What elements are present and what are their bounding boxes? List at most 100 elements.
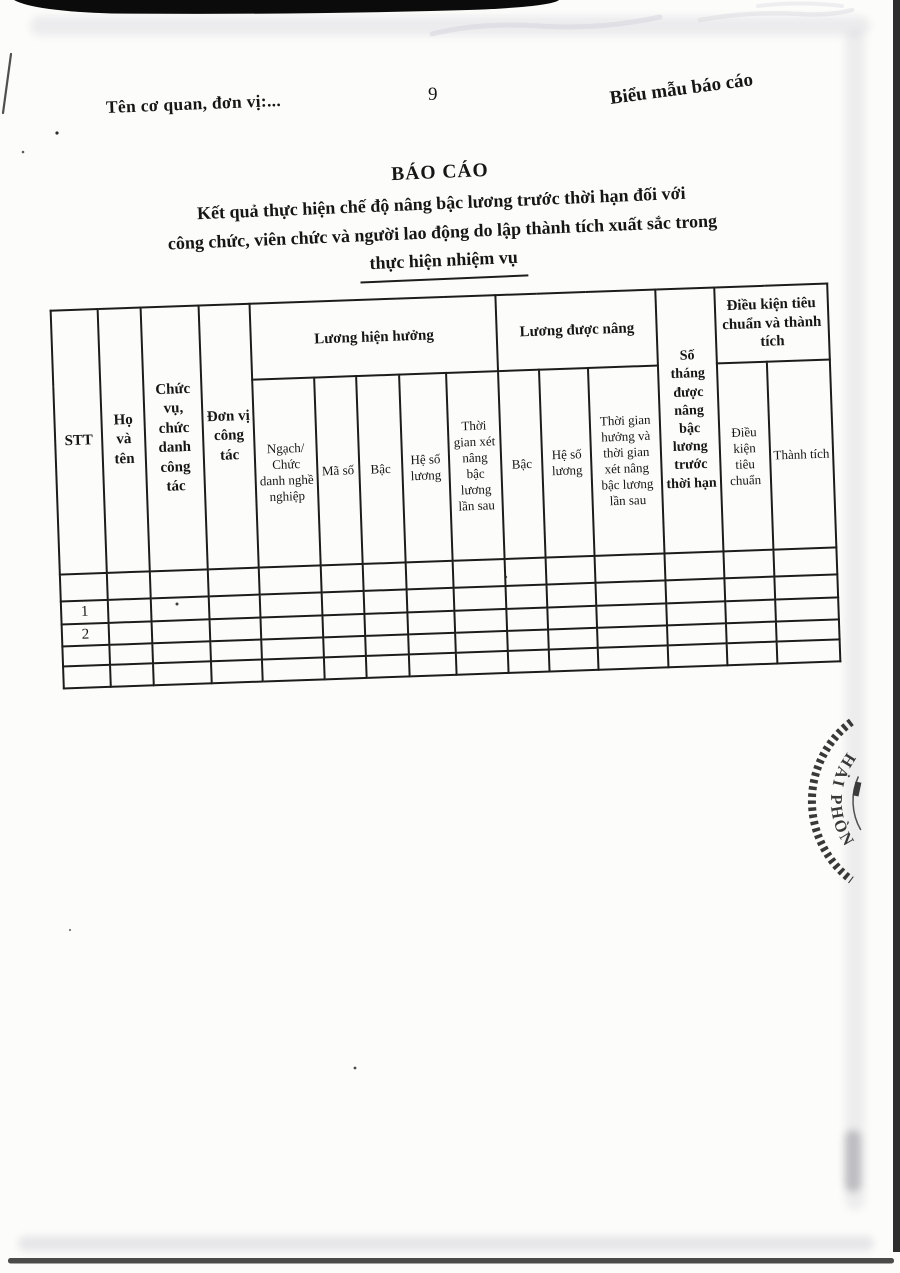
scanner-edge-top	[14, 0, 559, 14]
cell	[110, 663, 154, 687]
cell	[107, 598, 152, 623]
report-subtitle-underlined: thực hiện nhiệm vụ	[358, 242, 529, 283]
cell	[546, 582, 597, 608]
cell	[363, 589, 408, 614]
cell	[723, 576, 775, 602]
scanner-edge-right	[893, 0, 900, 1252]
cell	[261, 637, 324, 660]
stamp-text: HẢI PHÒN	[827, 750, 857, 851]
cell	[323, 655, 367, 680]
cell	[774, 597, 839, 622]
header-cell-thoi-gian-xet-1: Thời gian xét nâng bậc lương lần sau	[445, 371, 505, 561]
header-group-luong-duoc-nang: Lương được nâng	[495, 289, 659, 372]
cell	[365, 654, 410, 678]
cell	[405, 560, 454, 590]
stamp-outer-rim	[808, 718, 854, 884]
cell	[506, 607, 549, 631]
cell	[505, 584, 548, 609]
cell	[504, 557, 547, 586]
cell	[362, 562, 407, 591]
cell	[507, 629, 549, 651]
cell	[320, 563, 364, 593]
cell	[452, 558, 506, 588]
cell	[259, 565, 322, 595]
cell	[151, 619, 211, 644]
cell	[407, 610, 456, 635]
cell-stt	[59, 572, 108, 602]
cell	[597, 625, 669, 648]
cell	[668, 643, 728, 668]
cell	[109, 643, 154, 665]
cell	[725, 621, 777, 644]
cell	[726, 641, 778, 666]
svg-text:HẢI PHÒN: HẢI PHÒN	[827, 750, 860, 851]
cell	[209, 617, 262, 642]
cell-stt	[62, 644, 111, 667]
header-cell-thoi-gian-huong-2: Thời gian hưởng và thời gian xét nâng bậ…	[588, 365, 665, 556]
scanner-edge-bottom	[8, 1258, 894, 1264]
header-group-luong-hien-huong: Lương hiện hưởng	[249, 295, 499, 380]
cell	[545, 555, 596, 585]
cell	[322, 613, 365, 638]
report-table: STT Họ và tên Chức vụ, chức danh công tá…	[49, 282, 842, 690]
cell	[595, 580, 667, 606]
cell	[666, 601, 726, 626]
cell	[407, 632, 456, 655]
page-number: 9	[428, 84, 438, 105]
header-cell-bac-1: Bậc	[355, 374, 406, 564]
cell	[455, 650, 509, 675]
cell	[775, 619, 840, 642]
cell	[150, 596, 210, 622]
header-cell-he-so-luong-2: Hệ số lương	[539, 367, 595, 558]
header-cell-thanh-tich: Thành tích	[766, 359, 837, 550]
cell-stt: 2	[61, 622, 110, 647]
cell	[548, 627, 599, 650]
cell	[262, 657, 325, 682]
header-cell-chuc-vu: Chức vụ, chức danh công tác	[140, 305, 209, 572]
header-group-dieu-kien: Điều kiện tiêu chuẩn và thành tích	[713, 283, 830, 364]
header-cell-ma-so: Mã số	[313, 376, 363, 566]
header-cell-so-thang: Số tháng được nâng bậc lương trước thời …	[655, 287, 724, 554]
cell	[773, 547, 838, 577]
header-cell-dieu-kien-tieu-chuan: Điều kiện tiêu chuẩn	[716, 361, 774, 552]
cell-stt	[63, 664, 111, 689]
cell	[774, 574, 839, 600]
scanner-edge-left	[1, 52, 13, 115]
cell	[209, 594, 261, 620]
cell	[596, 603, 668, 628]
cell	[211, 659, 264, 684]
cell	[364, 612, 408, 636]
cell	[598, 645, 669, 670]
cell	[108, 621, 153, 645]
cell	[210, 639, 263, 662]
header-cell-ngach: Ngạch/ Chức danh nghề nghiệp	[252, 377, 321, 568]
cell	[724, 599, 776, 624]
stamp-emblem-fragment	[852, 781, 862, 797]
stamp-inner-arc	[852, 776, 862, 831]
cell	[260, 615, 323, 640]
hai-phong-stamp: HẢI PHÒN	[808, 718, 862, 884]
cell	[364, 634, 409, 656]
header-cell-bac-2: Bậc	[498, 369, 546, 559]
header-cell-he-so-luong-1: Hệ số lương	[398, 372, 453, 563]
cell	[723, 549, 775, 579]
cell	[453, 585, 507, 611]
cell	[547, 605, 598, 630]
cell	[548, 647, 599, 672]
cell	[322, 635, 366, 658]
report-table-wrapper: STT Họ và tên Chức vụ, chức danh công tá…	[49, 282, 843, 690]
cell-stt: 1	[60, 599, 109, 625]
cell	[408, 652, 457, 677]
cell	[150, 569, 210, 599]
cell	[406, 587, 455, 613]
cell	[208, 567, 261, 597]
cell	[776, 639, 841, 664]
cell	[152, 641, 212, 664]
cell	[321, 590, 365, 616]
cell	[667, 623, 727, 646]
cell	[454, 608, 508, 633]
cell	[665, 578, 725, 604]
cell	[594, 553, 666, 583]
